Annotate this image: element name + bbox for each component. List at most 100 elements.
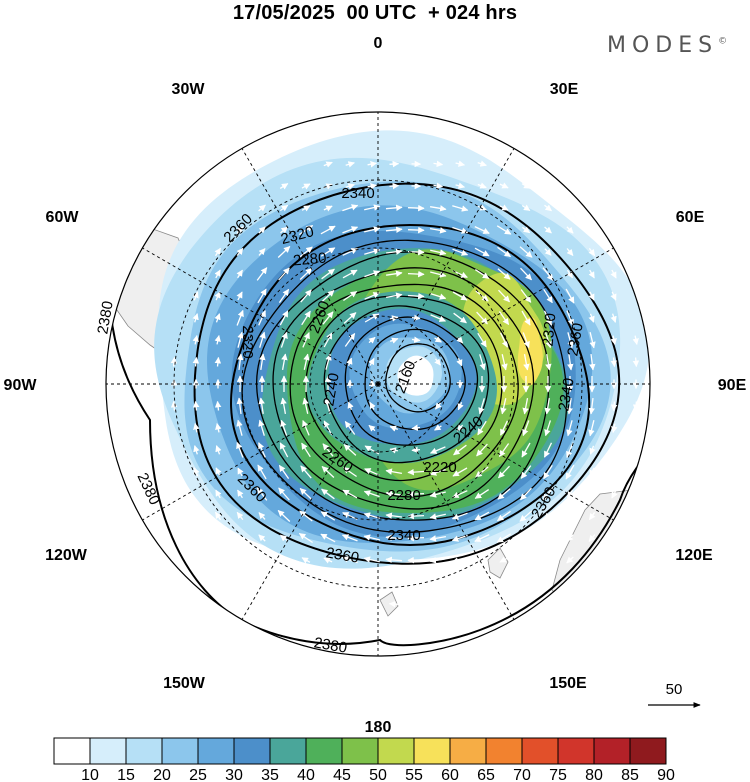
wind-vector: [321, 290, 335, 302]
wind-vector: [611, 489, 618, 499]
wind-vector: [279, 310, 289, 326]
wind-vector: [522, 226, 531, 234]
colorbar-tick-label: 65: [477, 767, 495, 782]
wind-vector: [457, 402, 464, 411]
colorbar-swatch: [629, 737, 667, 765]
wind-vector: [567, 332, 574, 349]
wind-vector: [324, 397, 331, 414]
wind-vector: [452, 205, 469, 212]
wind-vector: [543, 310, 553, 326]
wind-vector: [193, 422, 200, 433]
wind-vector: [385, 556, 403, 564]
wind-vector: [611, 445, 618, 455]
colorbar-tick-label: 20: [153, 767, 171, 782]
wind-vector: [237, 489, 244, 499]
wind-vector: [411, 314, 421, 322]
wind-vector: [455, 160, 466, 167]
wind-vector: [214, 400, 222, 411]
wind-vector: [407, 534, 425, 542]
wind-vector: [257, 288, 267, 304]
wind-vector: [301, 557, 311, 564]
lon-label-90e: 90E: [718, 377, 747, 394]
wind-vector: [434, 358, 442, 366]
wind-vector: [367, 161, 378, 168]
contour-label: 2360: [564, 322, 587, 358]
wind-vector: [321, 488, 335, 500]
wind-vector: [500, 398, 507, 415]
wind-vector: [588, 534, 596, 542]
wind-vector: [456, 358, 463, 367]
wind-vector: [432, 578, 443, 586]
wind-vector: [522, 332, 530, 349]
wind-vector: [364, 292, 380, 300]
wind-vector: [343, 290, 358, 302]
contour-label: 2240: [320, 372, 343, 408]
wind-vector: [301, 442, 311, 458]
colorbar-tick-label: 50: [369, 767, 387, 782]
colorbar-swatch: [413, 737, 451, 765]
contour-label: 2340: [387, 527, 420, 544]
colorbar-swatch: [377, 737, 415, 765]
colorbar-swatch: [53, 737, 91, 765]
wind-vector: [543, 556, 552, 564]
wind-vector: [215, 467, 222, 477]
wind-vector: [323, 161, 333, 168]
colorbar-swatch: [89, 737, 127, 765]
wind-vector: [301, 579, 311, 586]
wind-vector: [258, 397, 265, 414]
wind-vector: [499, 204, 509, 211]
wind-vector: [237, 353, 244, 370]
wind-vector: [342, 226, 359, 234]
wind-vector: [433, 182, 444, 190]
wind-vector: [170, 400, 178, 411]
wind-vector: [497, 268, 511, 280]
wind-vector: [430, 271, 447, 278]
wind-vector: [341, 534, 358, 542]
wind-vector: [343, 444, 357, 456]
wind-vector: [323, 205, 333, 212]
wind-vector: [385, 512, 402, 519]
wind-vector: [236, 441, 244, 458]
wind-vector: [566, 556, 574, 564]
wind-vector: [321, 268, 335, 280]
wind-vector: [545, 353, 552, 371]
wind-vector: [342, 204, 359, 212]
chart-title: 17/05/2025 00 UTC + 024 hrs: [232, 2, 518, 24]
wind-vector: [496, 225, 512, 235]
wind-vector: [520, 487, 532, 501]
wind-vector: [320, 533, 336, 543]
colorbar-tick-label: 35: [261, 767, 279, 782]
wind-vector: [215, 489, 222, 499]
wind-vector: [454, 578, 465, 585]
wind-vector: [279, 204, 289, 212]
contour-label: 2340: [341, 185, 374, 202]
lon-label-0: 0: [374, 35, 383, 52]
wind-vector: [301, 205, 311, 212]
contour-label: 2280: [387, 487, 420, 504]
wind-vector: [523, 353, 530, 371]
wind-vector: [345, 161, 355, 168]
wind-vector: [192, 400, 200, 411]
wind-vector: [499, 578, 509, 585]
wind-vector: [544, 204, 553, 212]
wind-vector: [452, 248, 469, 256]
lon-label-120w: 120W: [45, 547, 88, 564]
wind-vector: [389, 160, 400, 168]
wind-vector: [346, 357, 353, 367]
wind-vector: [451, 534, 468, 542]
lon-label-120e: 120E: [675, 547, 713, 564]
wind-vector: [565, 288, 575, 304]
wind-vector: [430, 249, 447, 256]
wind-vector: [632, 401, 640, 412]
wind-vector: [588, 248, 596, 257]
wind-vector: [521, 578, 531, 585]
wind-vector: [521, 534, 530, 542]
wind-vector: [589, 489, 596, 499]
wind-vector: [368, 357, 375, 366]
wind-vector: [256, 267, 268, 281]
wind-vector: [429, 491, 446, 498]
wind-vector: [214, 247, 222, 257]
wind-vector: [280, 226, 289, 234]
contour-label-group: 2320: [540, 312, 560, 347]
wind-vector: [474, 226, 490, 234]
